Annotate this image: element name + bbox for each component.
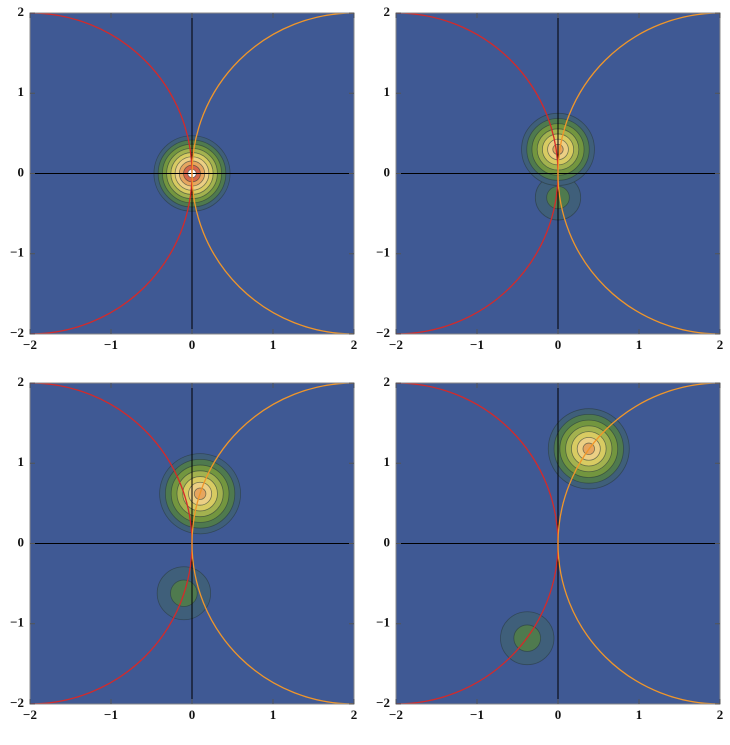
x-tick-label: −1 — [104, 707, 118, 722]
y-tick-label: 2 — [18, 4, 25, 19]
panel — [396, 383, 720, 704]
x-tick-label: 2 — [717, 337, 724, 352]
y-tick-label: 2 — [384, 374, 391, 389]
y-tick-label: 0 — [18, 164, 25, 179]
y-tick-label: 1 — [18, 454, 25, 469]
y-tick-label: −2 — [376, 325, 390, 340]
y-tick-label: 1 — [384, 84, 391, 99]
x-tick-label: −2 — [23, 707, 37, 722]
x-tick-label: −2 — [389, 337, 403, 352]
x-tick-label: 1 — [270, 707, 277, 722]
arc — [191, 13, 354, 334]
x-tick-label: −1 — [470, 337, 484, 352]
x-tick-label: 0 — [189, 337, 196, 352]
x-tick-label: 1 — [636, 337, 643, 352]
panel — [30, 383, 354, 704]
panel — [396, 13, 720, 334]
x-tick-label: 2 — [717, 707, 724, 722]
y-tick-label: 0 — [18, 534, 25, 549]
y-tick-label: −2 — [10, 695, 24, 710]
x-tick-label: −1 — [470, 707, 484, 722]
arc — [191, 383, 354, 704]
arc — [557, 13, 720, 334]
x-tick-label: 1 — [636, 707, 643, 722]
y-tick-label: 0 — [384, 534, 391, 549]
x-tick-label: −2 — [389, 707, 403, 722]
x-tick-label: 2 — [351, 707, 358, 722]
y-tick-label: −2 — [376, 695, 390, 710]
panel — [30, 13, 354, 334]
y-tick-label: 1 — [384, 454, 391, 469]
x-tick-label: 0 — [555, 707, 562, 722]
x-tick-label: 0 — [555, 337, 562, 352]
y-tick-label: −1 — [376, 245, 390, 260]
y-tick-label: −1 — [376, 615, 390, 630]
x-tick-label: −2 — [23, 337, 37, 352]
x-tick-label: 1 — [270, 337, 277, 352]
x-tick-label: 0 — [189, 707, 196, 722]
y-tick-label: −1 — [10, 615, 24, 630]
y-tick-label: 0 — [384, 164, 391, 179]
y-tick-label: −2 — [10, 325, 24, 340]
y-tick-label: 2 — [18, 374, 25, 389]
y-tick-label: 2 — [384, 4, 391, 19]
arc — [557, 383, 720, 704]
y-tick-label: 1 — [18, 84, 25, 99]
y-tick-label: −1 — [10, 245, 24, 260]
x-tick-label: −1 — [104, 337, 118, 352]
x-tick-label: 2 — [351, 337, 358, 352]
